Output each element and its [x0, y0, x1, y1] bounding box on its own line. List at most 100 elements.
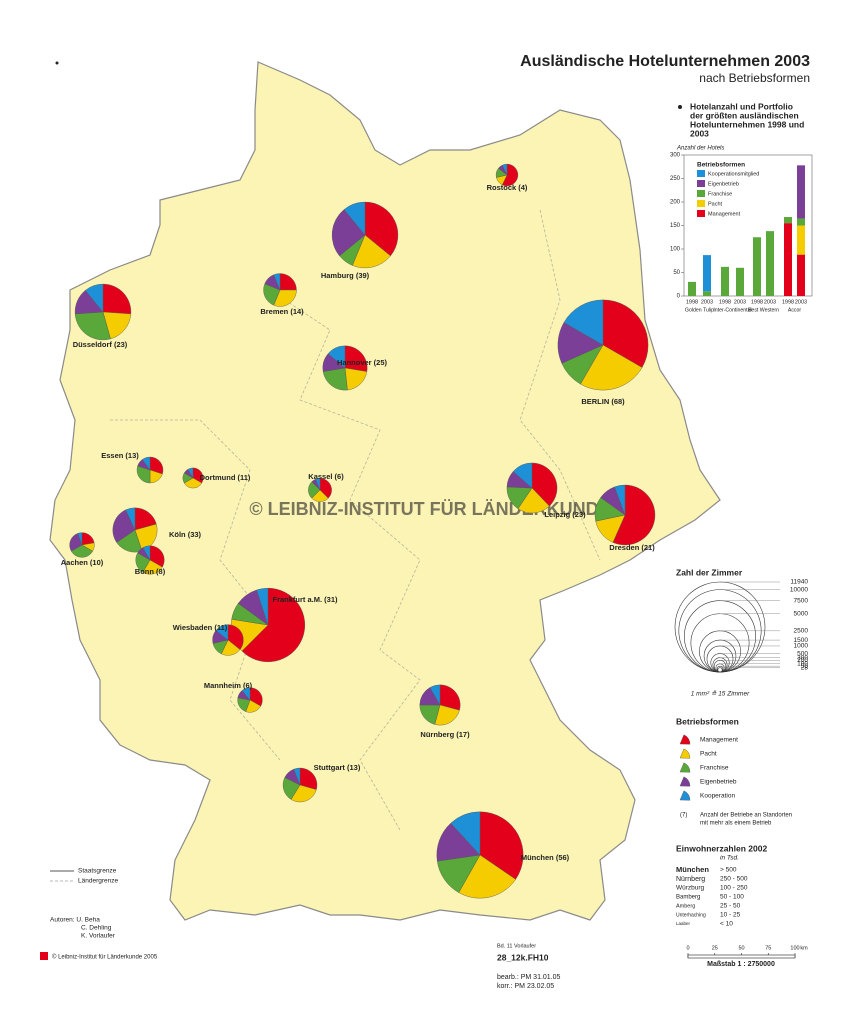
population-city: Bamberg — [676, 895, 700, 901]
pie-wedge — [450, 811, 481, 856]
room-value: 300 — [797, 654, 808, 661]
type-label: Pacht — [700, 751, 717, 758]
type-icon — [679, 762, 691, 773]
pie-wedge — [364, 201, 399, 257]
type-icon — [679, 790, 691, 801]
pie-wedge — [563, 299, 604, 346]
city-label: Bremen (14) — [260, 307, 304, 316]
pie-wedge — [149, 545, 165, 568]
pie-wedge — [77, 532, 83, 546]
y-tick-label: 0 — [677, 294, 681, 300]
pie-wedge — [602, 299, 649, 368]
pie-wedge — [502, 163, 508, 176]
scale-unit: km — [800, 945, 808, 951]
pie-wedge — [580, 344, 643, 391]
pie-wedge — [74, 311, 111, 341]
scale-tick-label: 25 — [712, 945, 718, 951]
legend-swatch — [697, 180, 705, 187]
population-city: Würzburg — [676, 885, 705, 892]
population-city: Amberg — [676, 903, 695, 909]
city-label: BERLIN (68) — [581, 397, 625, 406]
city-label: München (56) — [521, 853, 570, 862]
pie-wedge — [112, 509, 136, 543]
bullet — [678, 105, 682, 109]
pie-wedge — [352, 234, 391, 269]
group-label: Best Western — [748, 307, 779, 313]
pie-wedge — [531, 462, 558, 507]
legend-label: Franchise — [708, 191, 732, 197]
x-tick-label: 2003 — [795, 299, 807, 305]
pie-wedge — [187, 467, 194, 479]
author: Autoren: U. Beha — [50, 917, 100, 924]
state-border — [284, 299, 421, 831]
pie-wedge — [458, 854, 516, 899]
population-range: 100 - 250 — [720, 885, 748, 892]
city-label: Dortmund (11) — [200, 473, 251, 482]
copyright: © Leibniz-Institut für Länderkunde 2005 — [52, 954, 158, 961]
rooms-title: Zahl der Zimmer — [676, 567, 743, 577]
y-tick-label: 50 — [673, 270, 680, 276]
room-value: 5000 — [794, 610, 809, 617]
bar-segment — [721, 266, 729, 296]
population-unit: in Tsd. — [720, 855, 739, 862]
scale-tick-label: 75 — [765, 945, 771, 951]
legend-swatch — [697, 170, 705, 177]
group-label: Accor — [788, 307, 802, 313]
legend-label: Eigenbetrieb — [708, 181, 739, 187]
title: Ausländische Hotelunternehmen 2003 — [520, 53, 810, 70]
scale-bar — [687, 954, 796, 959]
legends: Zahl der Zimmer1194010000750050002500150… — [40, 567, 808, 990]
x-tick-label: 2003 — [701, 299, 713, 305]
city-label: Leipzig (23) — [544, 510, 586, 519]
rooms-note: 1 mm² ≙ 15 Zimmer — [691, 690, 750, 698]
pie-wedge — [343, 201, 366, 236]
author: C. Dehling — [81, 925, 112, 932]
room-value: 500 — [797, 650, 808, 657]
legend-swatch — [697, 190, 705, 197]
pie-wedge — [612, 484, 656, 546]
city-label: Dresden (21) — [609, 543, 655, 552]
population-city: Nürnberg — [676, 876, 705, 883]
pie-wedge — [293, 767, 301, 786]
bar-segment — [797, 218, 805, 226]
city-label: Mannheim (6) — [204, 681, 253, 690]
note-marker: (7) — [680, 813, 687, 819]
x-tick-label: 2003 — [764, 299, 776, 305]
group-label: Golden Tulip — [685, 307, 714, 313]
logo — [40, 952, 48, 960]
y-tick-label: 100 — [670, 247, 681, 253]
city-label: Wiesbaden (11) — [173, 623, 228, 632]
edited: bearb.: PM 31.01.05 — [497, 974, 561, 981]
city-label: Bonn (8) — [135, 567, 166, 576]
pie-wedge — [215, 624, 229, 641]
room-value: 28 — [801, 664, 809, 671]
population-range: < 10 — [720, 921, 733, 928]
x-tick-label: 1998 — [686, 299, 698, 305]
type-label: Management — [700, 737, 738, 744]
city-label: Aachen (10) — [61, 558, 104, 567]
room-value: 10000 — [790, 586, 808, 593]
room-value: 11940 — [790, 579, 808, 586]
pie-wedge — [149, 456, 164, 475]
pie-wedge — [71, 544, 93, 558]
legend-label: Management — [708, 211, 741, 217]
population-range: 10 - 25 — [720, 912, 741, 919]
population-title: Einwohnerzahlen 2002 — [676, 843, 767, 853]
chart-legend-title: Betriebsformen — [697, 162, 745, 169]
group-label: Inter-Continental — [713, 307, 751, 313]
state-border — [110, 419, 281, 761]
pie-wedge — [241, 687, 251, 701]
city-label: Frankfurt a.M. (31) — [272, 595, 338, 604]
city-label: Köln (33) — [169, 530, 202, 539]
pie-wedge — [327, 345, 346, 369]
pie-wedge — [479, 811, 524, 880]
pie-wedge — [344, 345, 368, 372]
city-label: Kassel (6) — [308, 472, 344, 481]
bar-segment — [784, 217, 792, 224]
x-tick-label: 1998 — [751, 299, 763, 305]
bar-segment — [797, 165, 805, 219]
pie-wedge — [136, 465, 151, 484]
